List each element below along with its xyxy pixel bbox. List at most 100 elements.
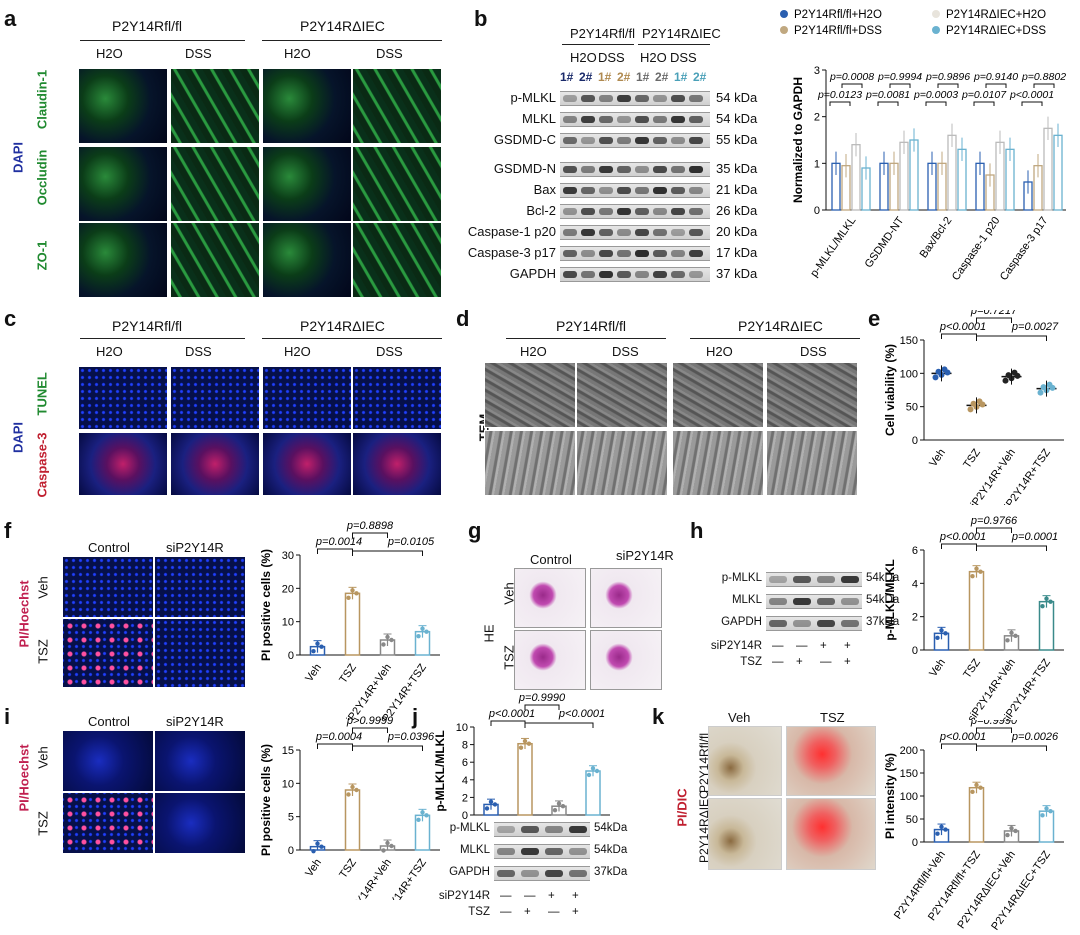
y-tick-label: 2: [912, 612, 918, 624]
blot-band: [635, 187, 649, 194]
micrograph: [170, 222, 260, 298]
y-tick-label: 4: [462, 775, 468, 787]
blot-band: [521, 826, 539, 833]
panel-label-b: b: [474, 6, 488, 31]
data-point: [1049, 384, 1056, 391]
micrograph: [62, 618, 154, 688]
data-point: [484, 806, 490, 811]
data-point: [1013, 828, 1018, 834]
p-value: p=0.0027: [1011, 321, 1059, 333]
blot-band: [635, 95, 649, 102]
treatment-mark: +: [572, 890, 579, 902]
bar: [585, 770, 601, 816]
significance-bracket: [877, 101, 899, 106]
micrograph: [262, 68, 352, 144]
significance-bracket: [937, 83, 959, 88]
blot-band: [635, 116, 649, 123]
blot-band: [689, 137, 703, 144]
bar: [1043, 127, 1053, 211]
data-point: [389, 843, 394, 849]
blot-band: [599, 250, 613, 257]
treatment-label: TSZ: [468, 906, 490, 918]
p-value: p<0.0001: [939, 531, 986, 543]
kda-label: 54kDa: [866, 572, 900, 584]
condition-label: H2O: [570, 50, 597, 65]
legend-marker: [932, 26, 940, 34]
lane-label: 2#: [579, 70, 593, 84]
blot-band: [671, 166, 685, 173]
blot-band: [671, 208, 685, 215]
data-point: [311, 848, 316, 854]
blot-band: [635, 229, 649, 236]
group-label: P2Y14Rfl/fl: [112, 18, 183, 34]
significance-bracket: [941, 543, 977, 549]
blot-strip: [560, 225, 710, 240]
micrograph: [484, 430, 576, 496]
condition-label: H2O: [706, 344, 733, 359]
blot-band: [599, 208, 613, 215]
blot-band: [817, 598, 835, 605]
p-value: p=0.9990: [970, 720, 1018, 727]
condition-label: Control: [88, 540, 130, 555]
x-tick-label: TSZ: [337, 857, 359, 881]
legend-label: P2Y14RΔIEC+DSS: [946, 25, 1046, 37]
condition-label: siP2Y14R: [616, 548, 674, 563]
panel-label-e: e: [868, 306, 881, 331]
data-point: [552, 807, 558, 813]
micrograph: [708, 798, 782, 870]
micrograph: [154, 730, 246, 792]
y-tick-label: 50: [906, 814, 918, 826]
data-point: [1040, 603, 1045, 609]
blot-band: [599, 137, 613, 144]
x-tick-label: Caspase-1 p20: [950, 215, 1003, 283]
blot-band: [793, 598, 811, 605]
x-tick-label: TSZ: [337, 662, 359, 686]
significance-bracket: [973, 101, 995, 106]
blot-strip: [560, 162, 710, 177]
p-value: p=0.0014: [315, 536, 362, 548]
data-point: [350, 588, 355, 593]
significance-bracket: [1033, 83, 1055, 88]
blot-band: [653, 187, 667, 194]
condition-label: H2O: [284, 46, 311, 61]
significance-bracket: [352, 532, 388, 538]
micrograph: [576, 430, 668, 496]
panel-label-h: h: [690, 518, 704, 543]
blot-band: [635, 208, 649, 215]
lane-label: 2#: [693, 70, 707, 84]
blot-band: [617, 229, 631, 236]
group-label: P2Y14RΔIEC: [642, 26, 721, 41]
condition-label: H2O: [520, 344, 547, 359]
blot-band: [671, 187, 685, 194]
condition-label: DSS: [598, 50, 625, 65]
blot-strip: [560, 204, 710, 219]
y-tick-label: 10: [282, 617, 294, 629]
micrograph: [262, 146, 352, 222]
p-value: p=0.9994: [877, 71, 922, 83]
blot-band: [841, 598, 859, 605]
data-point: [381, 642, 386, 647]
p-value: p=0.8802: [1021, 71, 1066, 83]
blot-label: p-MLKL: [510, 90, 556, 105]
data-point: [420, 626, 425, 631]
blot-band: [769, 598, 787, 605]
kda-label: 54kDa: [866, 594, 900, 606]
treatment-mark: —: [500, 906, 512, 918]
data-point: [943, 631, 948, 636]
data-point: [315, 841, 320, 846]
data-point: [522, 738, 528, 744]
micrograph: [170, 432, 260, 496]
data-point: [315, 641, 320, 646]
side-label-dapi: DAPI: [10, 141, 26, 174]
bar: [517, 742, 533, 816]
legend-label: P2Y14Rfl/fl+DSS: [794, 25, 882, 37]
condition-label: Veh: [728, 710, 751, 725]
blot-band: [653, 137, 667, 144]
group-label: P2Y14Rfl/fl: [570, 26, 636, 41]
kda-label: 54 kDa: [716, 111, 758, 126]
data-point: [420, 810, 425, 815]
micrograph: [786, 798, 876, 870]
x-tick-label: Bax/Bcl-2: [918, 215, 955, 260]
data-point: [1040, 813, 1045, 818]
lane-label: 1#: [598, 70, 612, 84]
